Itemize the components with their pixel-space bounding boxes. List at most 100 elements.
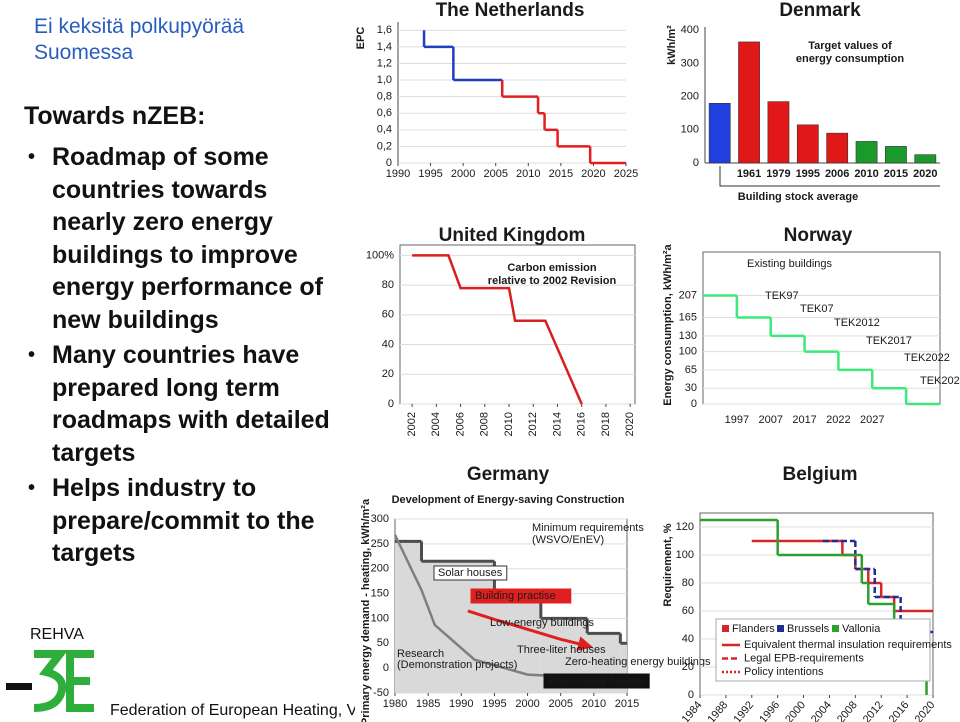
annotation: Minimum requirements bbox=[532, 522, 644, 534]
y-tick-label: 20 bbox=[382, 368, 394, 380]
x-tick-label: 1984 bbox=[680, 699, 705, 722]
x-tick-label: 1990 bbox=[386, 168, 410, 180]
bar bbox=[796, 124, 819, 164]
step-area bbox=[494, 593, 541, 693]
step-area bbox=[620, 643, 627, 693]
y-tick-label: 130 bbox=[679, 330, 697, 342]
y-axis-label: Requirement, % bbox=[662, 523, 674, 606]
x-tick-label: 2027 bbox=[860, 414, 884, 426]
y-tick-label: 165 bbox=[679, 311, 697, 323]
chart-subtitle: Development of Energy-saving Constructio… bbox=[392, 494, 625, 506]
y-tick-label: 0 bbox=[688, 689, 694, 701]
x-tick-label: 1961 bbox=[737, 168, 761, 180]
logo-text: REHVA bbox=[30, 626, 84, 643]
y-tick-label: 50 bbox=[377, 637, 389, 649]
y-tick-label: 20 bbox=[682, 661, 694, 673]
x-tick-label: 2005 bbox=[483, 168, 507, 180]
x-tick-label: 2015 bbox=[615, 698, 639, 710]
annotation: Target values of bbox=[808, 40, 892, 52]
x-tick-label: 2012 bbox=[861, 699, 886, 722]
annotation: Low-energy buildings bbox=[490, 617, 594, 629]
y-tick-label: 60 bbox=[382, 309, 394, 321]
y-tick-label: 0 bbox=[386, 157, 392, 169]
chart-panel: Germany Development of Energy-saving Cons… bbox=[360, 464, 711, 722]
annotation-box bbox=[470, 588, 572, 604]
annotation: Building stock average bbox=[738, 191, 858, 203]
y-tick-label: 207 bbox=[679, 289, 697, 301]
legend-label: Vallonia bbox=[842, 623, 881, 635]
annotation: TEK2017 bbox=[866, 335, 912, 347]
legend-box bbox=[715, 618, 931, 682]
y-axis-label: Energy consumption, kWh/m²a bbox=[662, 243, 674, 405]
x-tick-label: 2020 bbox=[581, 168, 605, 180]
legend-label: Flanders bbox=[732, 623, 775, 635]
x-tick-label: 2012 bbox=[527, 412, 539, 436]
x-tick-label: 2008 bbox=[835, 699, 860, 722]
chart-panel: Denmark kWh/m² 0 100 200 300 400 1961 1979 1995 20… bbox=[666, 0, 940, 203]
x-tick-label: 2007 bbox=[758, 414, 782, 426]
x-tick-label: 2006 bbox=[454, 412, 466, 436]
bullet-list: Roadmap of some countries towards nearly… bbox=[24, 141, 342, 573]
x-tick-label: 1988 bbox=[705, 699, 730, 722]
chart-title: United Kingdom bbox=[439, 225, 586, 246]
legend-label: Legal EPB-requirements bbox=[744, 652, 864, 664]
y-axis-label: kWh/m² bbox=[666, 25, 678, 65]
bar bbox=[855, 141, 878, 164]
step-area bbox=[421, 561, 495, 693]
y-tick-label: 60 bbox=[682, 605, 694, 617]
x-tick-label: 2008 bbox=[479, 412, 491, 436]
y-tick-label: 150 bbox=[371, 587, 389, 599]
bullet: Many countries have prepared long term r… bbox=[24, 339, 342, 469]
chart-panel: Norway Energy consumption, kWh/m²a 0 30 65 10… bbox=[662, 225, 960, 426]
x-tick-label: 2000 bbox=[515, 698, 539, 710]
y-tick-label: 40 bbox=[682, 633, 694, 645]
x-tick-label: 2000 bbox=[451, 168, 475, 180]
plot-frame bbox=[702, 251, 941, 405]
y-tick-label: 1,2 bbox=[377, 57, 392, 69]
y-tick-label: 1,4 bbox=[377, 41, 392, 53]
x-tick-label: 2020 bbox=[624, 412, 636, 436]
y-tick-label: 80 bbox=[382, 279, 394, 291]
x-tick-label: 1995 bbox=[418, 168, 442, 180]
y-tick-label: 200 bbox=[681, 91, 699, 103]
x-tick-label: 2002 bbox=[406, 412, 418, 436]
x-tick-label: 2010 bbox=[582, 698, 606, 710]
bar bbox=[708, 102, 731, 164]
x-tick-label: 2015 bbox=[549, 168, 573, 180]
annotation: TEK07 bbox=[800, 303, 834, 315]
annotation-box bbox=[433, 565, 508, 581]
bracket bbox=[719, 166, 940, 187]
annotation-box bbox=[543, 673, 650, 689]
y-tick-label: 0,2 bbox=[377, 140, 392, 152]
x-tick-label: 2005 bbox=[548, 698, 572, 710]
chart-title: Norway bbox=[784, 225, 853, 246]
x-tick-label: 2016 bbox=[576, 412, 588, 436]
y-tick-label: 0,8 bbox=[377, 91, 392, 103]
footer: Federation of European Heating, V bbox=[110, 702, 358, 719]
x-tick-label: 2014 bbox=[551, 412, 563, 436]
x-tick-label: 1997 bbox=[725, 414, 749, 426]
x-tick-label: 2004 bbox=[809, 699, 834, 722]
annotation: Building practise bbox=[475, 590, 556, 602]
x-tick-label: 1990 bbox=[449, 698, 473, 710]
step-area bbox=[395, 541, 422, 693]
y-tick-label: 100% bbox=[366, 249, 394, 261]
y-tick-label: 40 bbox=[382, 338, 394, 350]
x-tick-label: 2010 bbox=[854, 168, 878, 180]
y-tick-label: 0 bbox=[383, 662, 389, 674]
annotation: Zero-heating energy buildings bbox=[565, 656, 711, 668]
x-tick-label: 2018 bbox=[600, 412, 612, 436]
annotation: (WSVO/EnEV) bbox=[532, 534, 604, 546]
y-tick-label: 100 bbox=[371, 612, 389, 624]
annotation: Research bbox=[397, 648, 444, 660]
x-tick-label: 2015 bbox=[884, 168, 908, 180]
y-tick-label: 0,6 bbox=[377, 107, 392, 119]
bar bbox=[885, 146, 907, 164]
x-tick-label: 1995 bbox=[482, 698, 506, 710]
y-tick-label: 0,4 bbox=[377, 124, 392, 136]
y-tick-label: 100 bbox=[676, 549, 694, 561]
x-tick-label: 2000 bbox=[783, 699, 808, 722]
line bbox=[467, 609, 594, 651]
